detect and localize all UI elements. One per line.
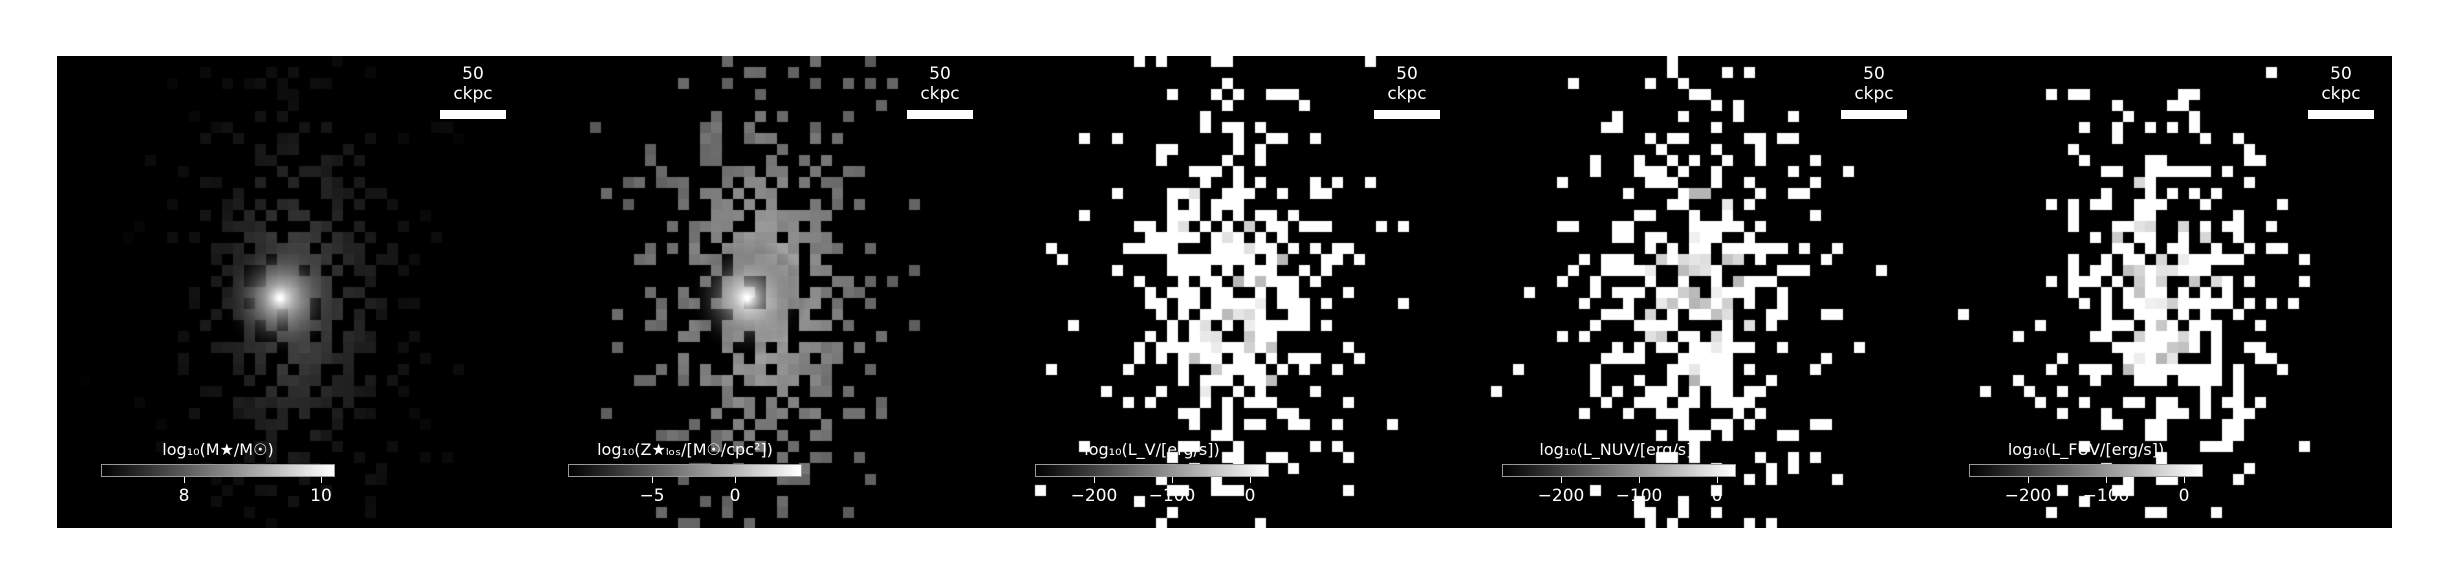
v-band-luminosity-map xyxy=(991,56,1458,528)
colorbar-tick-label: 10 xyxy=(310,486,332,506)
scale-bar: 50 ckpc xyxy=(1374,64,1440,119)
colorbar-tick-label: −100 xyxy=(2082,486,2130,506)
colorbar-tick xyxy=(1172,477,1173,483)
colorbar-label: log₁₀(L_V/[erg/s]) xyxy=(1084,440,1220,459)
scale-bar-label: 50 ckpc xyxy=(2321,64,2361,104)
colorbar-tick-label: −200 xyxy=(1070,486,1118,506)
colorbar-label: log₁₀(Z★ₗₒₛ/[M☉/cpc²]) xyxy=(597,440,773,459)
colorbar-tick xyxy=(1094,477,1095,483)
panel-stellar-mass: 50 ckpc log₁₀(M★/M☉) 8 10 xyxy=(57,56,524,528)
panel-v-band-luminosity: 50 ckpc log₁₀(L_V/[erg/s]) −200 −100 0 xyxy=(991,56,1458,528)
panel-fuv-luminosity: 50 ckpc log₁₀(L_FUV/[erg/s]) −200 −100 0 xyxy=(1925,56,2392,528)
panel-metal-surface-density: 50 ckpc log₁₀(Z★ₗₒₛ/[M☉/cpc²]) −5 0 xyxy=(524,56,991,528)
colorbar-tick-label: −5 xyxy=(639,486,665,506)
colorbar-tick-label: 0 xyxy=(729,486,741,506)
scale-bar: 50 ckpc xyxy=(440,64,506,119)
scale-bar: 50 ckpc xyxy=(1841,64,1907,119)
panel-nuv-luminosity: 50 ckpc log₁₀(L_NUV/[erg/s]) −200 −100 0 xyxy=(1458,56,1925,528)
scale-bar-line xyxy=(2308,110,2374,119)
scale-bar-label: 50 ckpc xyxy=(1387,64,1427,104)
colorbar-tick xyxy=(1639,477,1640,483)
scale-bar-line xyxy=(440,110,506,119)
colorbar-tick xyxy=(1717,477,1718,483)
colorbar-tick xyxy=(321,477,322,483)
scale-bar-label: 50 ckpc xyxy=(1854,64,1894,104)
colorbar-tick-label: −200 xyxy=(1537,486,1585,506)
colorbar-tick-label: −100 xyxy=(1615,486,1663,506)
scale-bar: 50 ckpc xyxy=(2308,64,2374,119)
scale-bar: 50 ckpc xyxy=(907,64,973,119)
colorbar-tick xyxy=(735,477,736,483)
scale-bar-line xyxy=(1374,110,1440,119)
colorbar-tick xyxy=(652,477,653,483)
colorbar-gradient xyxy=(101,464,335,477)
colorbar-gradient xyxy=(568,464,802,477)
colorbar-tick-label: 0 xyxy=(1244,486,1256,506)
colorbar-gradient xyxy=(1969,464,2203,477)
nuv-luminosity-map xyxy=(1458,56,1925,528)
colorbar-tick-label: −100 xyxy=(1148,486,1196,506)
colorbar-tick-label: 0 xyxy=(1711,486,1723,506)
colorbar-tick xyxy=(1250,477,1251,483)
colorbar-tick xyxy=(184,477,185,483)
colorbar-tick xyxy=(1561,477,1562,483)
scale-bar-label: 50 ckpc xyxy=(920,64,960,104)
colorbar-label: log₁₀(L_FUV/[erg/s]) xyxy=(2007,440,2165,459)
colorbar-gradient xyxy=(1035,464,1269,477)
colorbar-label: log₁₀(L_NUV/[erg/s]) xyxy=(1539,440,1699,459)
metal-surface-density-map xyxy=(524,56,991,528)
colorbar-gradient xyxy=(1502,464,1736,477)
stellar-mass-map xyxy=(57,56,524,528)
scale-bar-line xyxy=(907,110,973,119)
colorbar-tick-label: −200 xyxy=(2004,486,2052,506)
colorbar-tick-label: 8 xyxy=(178,486,190,506)
colorbar-label: log₁₀(M★/M☉) xyxy=(162,440,274,459)
colorbar-tick-label: 0 xyxy=(2178,486,2190,506)
colorbar-tick xyxy=(2028,477,2029,483)
scale-bar-label: 50 ckpc xyxy=(453,64,493,104)
colorbar-tick xyxy=(2184,477,2185,483)
image-strip: 50 ckpc log₁₀(M★/M☉) 8 10 50 ckpc log₁₀(Z… xyxy=(57,56,2392,528)
fuv-luminosity-map xyxy=(1925,56,2392,528)
colorbar-tick xyxy=(2106,477,2107,483)
scale-bar-line xyxy=(1841,110,1907,119)
